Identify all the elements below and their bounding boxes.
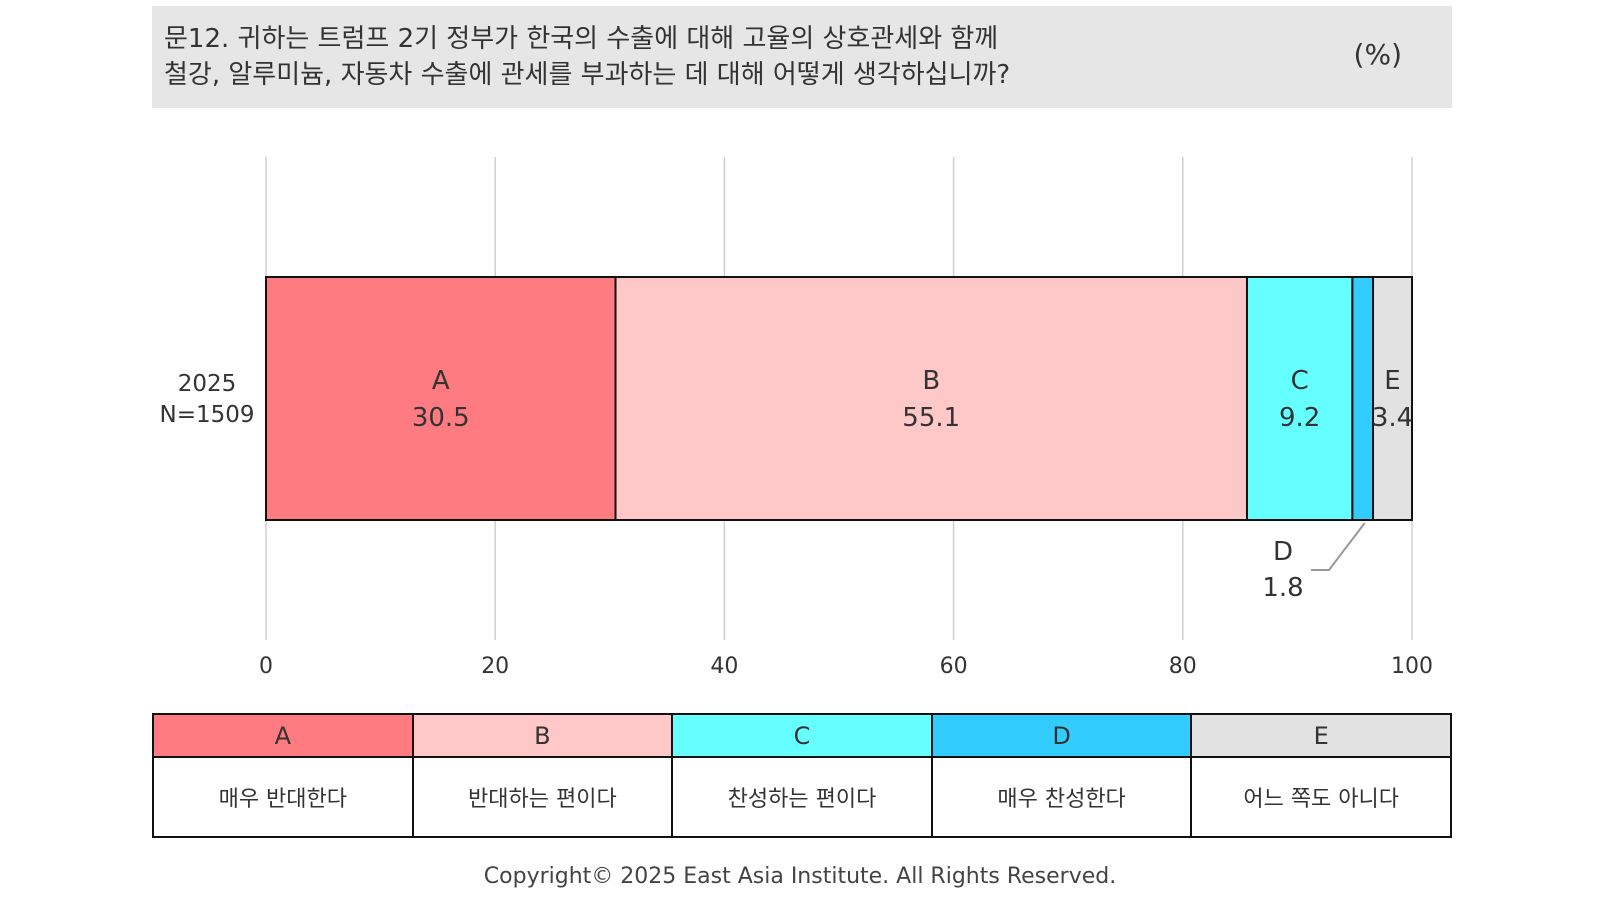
- segment-name-a: A: [432, 366, 450, 396]
- legend-key-b: B: [411, 713, 674, 758]
- bar-segment-d: [1351, 276, 1375, 521]
- bar-segment-e: [1372, 276, 1414, 521]
- data-label-d: 1.8: [1262, 573, 1303, 603]
- data-label-a: 30.5: [412, 403, 470, 433]
- legend-label-d: 매우 찬성한다: [930, 756, 1193, 838]
- segment-name-b: B: [922, 366, 940, 396]
- callout-line-d: [1311, 522, 1366, 571]
- legend-key-c: C: [671, 713, 933, 758]
- category-sublabel: N=1509: [159, 402, 254, 428]
- legend-label-c: 찬성하는 편이다: [671, 756, 933, 838]
- x-tick-label: 40: [710, 654, 738, 679]
- bar-segment-a: [265, 276, 617, 521]
- x-tick-label: 100: [1391, 654, 1433, 679]
- data-label-e: 3.4: [1372, 403, 1413, 433]
- question-text-line2: 철강, 알루미늄, 자동차 수출에 관세를 부과하는 데 대해 어떻게 생각하십…: [164, 60, 1011, 90]
- legend-label-a: 매우 반대한다: [152, 756, 414, 838]
- segment-name-d: D: [1273, 537, 1293, 567]
- unit-label: (%): [1353, 38, 1402, 71]
- x-tick-label: 0: [259, 654, 273, 679]
- segment-name-e: E: [1384, 366, 1400, 396]
- x-tick-label: 60: [940, 654, 968, 679]
- stacked-bar-chart: 0 20 40 60 80 100 2025 N=1509 A 30.5 B 55.1 C 9.2 D 1.8…: [159, 157, 1433, 679]
- x-tick-label: 80: [1169, 654, 1197, 679]
- bar-segment-c: [1245, 276, 1354, 521]
- legend-label-e: 어느 쪽도 아니다: [1190, 756, 1452, 838]
- x-tick-label: 20: [481, 654, 509, 679]
- legend-key-e: E: [1190, 713, 1452, 758]
- legend-label-b: 반대하는 편이다: [411, 756, 674, 838]
- legend-key-a: A: [152, 713, 414, 758]
- question-text-line1: 문12. 귀하는 트럼프 2기 정부가 한국의 수출에 대해 고율의 상호관세와…: [164, 24, 999, 54]
- segment-name-c: C: [1291, 366, 1309, 396]
- bar-segment-b: [614, 276, 1248, 521]
- copyright-footer: Copyright© 2025 East Asia Institute. All…: [483, 864, 1117, 889]
- data-label-c: 9.2: [1279, 403, 1320, 433]
- legend-key-d: D: [930, 713, 1193, 758]
- data-label-b: 55.1: [902, 403, 960, 433]
- legend-table: A B C D E 매우 반대한다 반대하는 편이다 찬성하는 편이다 매우 찬…: [152, 713, 1452, 838]
- question-header: 문12. 귀하는 트럼프 2기 정부가 한국의 수출에 대해 고율의 상호관세와…: [152, 6, 1452, 108]
- category-label: 2025: [178, 371, 237, 397]
